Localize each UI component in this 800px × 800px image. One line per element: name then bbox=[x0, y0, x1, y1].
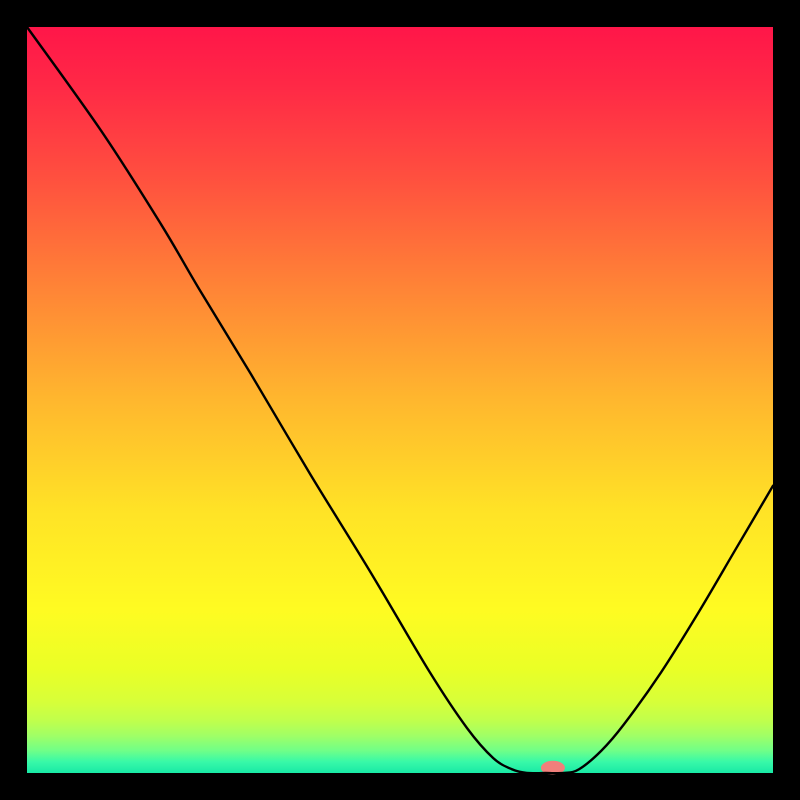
plot-background bbox=[27, 27, 773, 773]
chart-canvas bbox=[0, 0, 800, 800]
chart-root: { "watermark": { "text": "TheBottleneck.… bbox=[0, 0, 800, 800]
